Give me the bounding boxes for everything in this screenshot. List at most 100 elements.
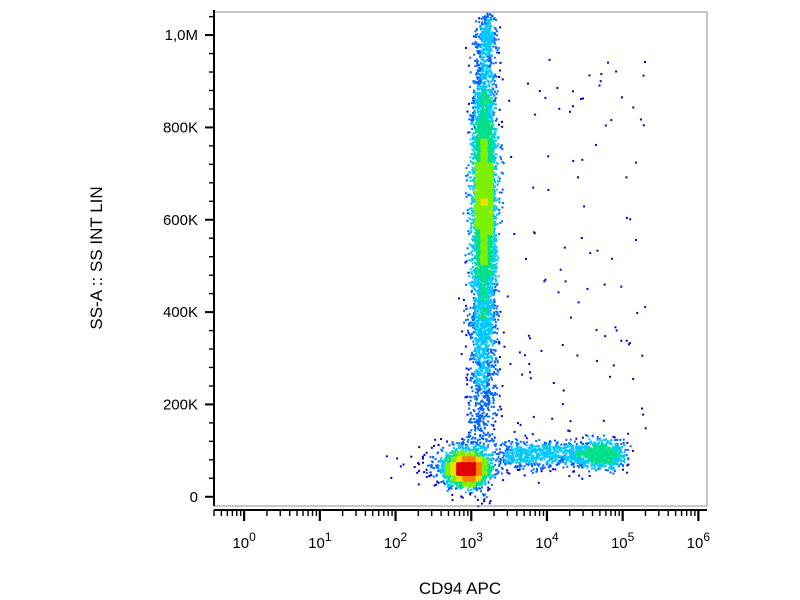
event-dot <box>490 97 493 99</box>
event-dot <box>493 204 496 207</box>
event-dot <box>515 461 518 464</box>
event-dot <box>481 486 484 489</box>
event-dot <box>504 458 507 461</box>
event-dot <box>476 46 479 49</box>
event-dot <box>493 298 496 301</box>
event-dot <box>569 110 571 113</box>
event-dot <box>488 13 491 15</box>
event-dot <box>484 24 487 26</box>
event-dot <box>483 35 486 38</box>
event-dot <box>496 393 498 396</box>
event-dot <box>479 400 482 403</box>
event-dot <box>530 469 533 472</box>
event-dot <box>490 93 492 96</box>
event-dot <box>500 171 503 174</box>
event-dot <box>612 435 615 438</box>
event-dot <box>430 446 433 449</box>
event-dot <box>561 458 564 461</box>
event-dot <box>478 309 481 312</box>
event-dot <box>488 73 491 76</box>
event-dot <box>483 77 486 80</box>
event-dot <box>485 47 488 50</box>
event-dot <box>564 462 567 465</box>
event-dot <box>489 46 492 49</box>
event-dot <box>642 413 645 416</box>
event-dot <box>549 448 552 450</box>
event-dot <box>478 444 481 447</box>
event-dot <box>471 390 474 393</box>
event-dot <box>498 232 501 235</box>
event-dot <box>480 335 483 338</box>
event-dot <box>485 438 488 441</box>
event-dot <box>477 321 480 323</box>
event-dot <box>550 454 553 457</box>
event-dot <box>574 453 576 456</box>
event-dot <box>531 451 534 454</box>
event-dot <box>472 331 475 334</box>
event-dot <box>480 323 483 326</box>
event-dot <box>487 296 490 299</box>
event-dot <box>483 41 486 44</box>
event-dot <box>485 287 488 290</box>
event-dot <box>495 267 498 270</box>
event-dot <box>595 443 598 446</box>
event-dot <box>492 184 495 187</box>
event-dot <box>487 82 490 85</box>
event-dot <box>608 447 611 450</box>
event-dot <box>604 444 607 447</box>
event-dot <box>627 432 630 435</box>
event-dot <box>464 345 467 348</box>
event-dot <box>485 305 488 308</box>
event-dot <box>481 286 484 289</box>
event-dot <box>494 103 497 106</box>
event-dot <box>500 158 503 161</box>
event-dot <box>595 329 598 332</box>
event-dot <box>549 464 552 467</box>
event-dot <box>491 474 494 477</box>
event-dot <box>472 106 475 109</box>
event-dot <box>482 354 485 357</box>
event-dot <box>471 172 474 175</box>
event-dot <box>490 457 493 460</box>
event-dot <box>563 447 566 450</box>
event-dot <box>477 283 480 286</box>
event-dot <box>478 122 480 125</box>
event-dot <box>476 441 478 444</box>
event-dot <box>480 392 483 395</box>
event-dot <box>490 341 493 344</box>
event-dot <box>464 447 467 450</box>
event-dot <box>518 351 521 354</box>
event-dot <box>478 116 481 118</box>
event-dot <box>477 448 480 451</box>
event-dot <box>439 458 442 461</box>
event-dot <box>610 443 613 445</box>
event-dot <box>486 12 489 15</box>
event-dot <box>594 442 597 444</box>
event-dot <box>489 112 492 115</box>
event-dot <box>534 445 537 448</box>
event-dot <box>470 161 473 164</box>
event-dot <box>491 357 493 360</box>
event-dot <box>490 452 493 455</box>
event-dot <box>477 484 479 487</box>
event-dot <box>474 348 477 351</box>
event-dot <box>477 346 480 349</box>
event-dot <box>491 462 494 465</box>
event-dot <box>485 323 488 326</box>
event-dot <box>525 257 527 260</box>
event-dot <box>479 481 482 484</box>
event-dot <box>468 171 471 174</box>
event-dot <box>625 216 628 219</box>
event-dot <box>472 277 475 280</box>
event-dot <box>447 453 450 456</box>
event-dot <box>481 408 484 410</box>
event-dot <box>476 78 479 80</box>
event-dot <box>483 26 486 29</box>
event-dot <box>476 415 478 418</box>
event-dot <box>488 29 491 32</box>
event-dot <box>492 451 494 454</box>
event-dot <box>498 340 501 343</box>
event-dot <box>480 293 483 296</box>
event-dot <box>535 451 537 454</box>
